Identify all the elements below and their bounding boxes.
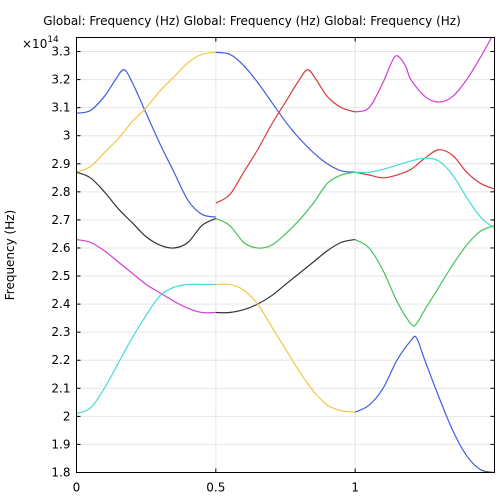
y-tick-label: 2.3	[51, 325, 70, 339]
y-tick-label: 2.8	[51, 185, 70, 199]
y-tick-label: 2.7	[51, 213, 70, 227]
series-line-5	[76, 171, 217, 249]
series-line-11	[354, 37, 493, 113]
y-tick-label: 2.2	[51, 353, 70, 367]
series-line-13	[355, 157, 495, 229]
y-tick-label: 1.8	[51, 466, 70, 480]
y-tick-label: 3.2	[51, 73, 70, 87]
y-multiplier: ×1014	[22, 35, 59, 51]
series-line-8	[76, 238, 216, 314]
y-tick-label: 2.5	[51, 269, 70, 283]
y-tick-label: 3.1	[51, 101, 70, 115]
plot-frame	[76, 37, 495, 473]
series-line-3	[215, 51, 356, 173]
grid-layer	[76, 37, 495, 473]
series-layer	[76, 37, 495, 473]
series-line-2	[76, 51, 216, 173]
series-line-10	[215, 283, 356, 413]
y-tick-label: 3	[63, 129, 71, 143]
x-tick-label: 1	[351, 481, 359, 495]
x-tick-label: 0.5	[206, 481, 225, 495]
y-tick-label: 1.9	[51, 437, 70, 451]
series-line-12	[355, 149, 495, 190]
y-axis-label: Frequency (Hz)	[3, 210, 17, 301]
x-tick-label: 0	[73, 481, 81, 495]
y-tick-label: 2.1	[51, 381, 70, 395]
series-line-6	[215, 171, 356, 249]
tick-layer: 0 0.5 1 1.8 1.9 2 2.1 2.2 2.3 2.4 2.5 2.6 2.7 2.8 2.9 3…	[51, 37, 495, 495]
y-multiplier-exponent: 14	[47, 35, 59, 45]
y-tick-label: 2.9	[51, 157, 70, 171]
y-tick-label: 2.6	[51, 241, 70, 255]
y-multiplier-base: ×10	[22, 37, 47, 51]
series-line-1	[76, 69, 216, 218]
series-line-14	[354, 224, 495, 327]
y-tick-label: 3.3	[51, 45, 70, 59]
series-line-15	[354, 335, 495, 473]
series-line-4	[215, 69, 356, 204]
chart-title: Global: Frequency (Hz) Global: Frequency…	[43, 14, 461, 28]
y-tick-label: 2	[63, 409, 71, 423]
series-line-9	[76, 283, 216, 415]
y-tick-label: 2.4	[51, 297, 70, 311]
series-line-7	[215, 238, 356, 314]
